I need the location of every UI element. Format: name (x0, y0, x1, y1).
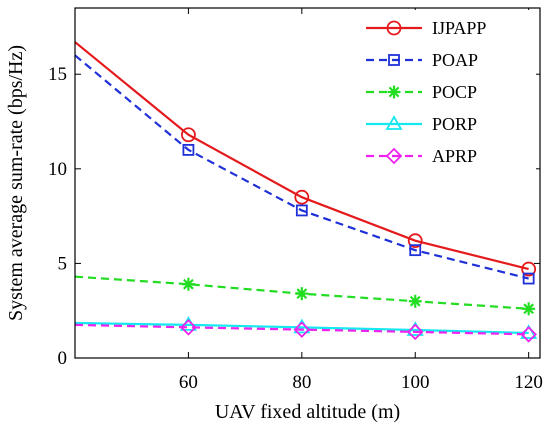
y-tick-label: 10 (48, 159, 67, 180)
data-point-aprp (520, 326, 537, 343)
data-point-ijpapp (181, 127, 196, 143)
legend-label-aprp: APRP (432, 146, 477, 166)
data-point-aprp (406, 323, 424, 341)
legend-marker-pocp (387, 85, 401, 99)
y-axis-label: System average sum-rate (bps/Hz) (5, 45, 27, 321)
x-axis: 60 80 100 120 (179, 8, 543, 393)
x-tick-label: 100 (401, 372, 430, 393)
data-point-poap (522, 272, 535, 285)
data-point-poap (409, 244, 422, 257)
y-tick-label: 0 (58, 348, 68, 369)
data-point-ijpapp (294, 189, 310, 205)
legend-marker-porp (385, 115, 403, 130)
data-point-pocp (408, 294, 422, 308)
axes-frame (74, 7, 541, 359)
data-point-pocp (181, 277, 195, 291)
data-point-ijpapp (407, 233, 423, 249)
series-line-poap (74, 54, 529, 280)
x-tick-label: 80 (292, 372, 311, 393)
y-axis: 0 5 10 15 (48, 64, 540, 369)
data-point-poap (295, 204, 308, 217)
data-point-aprp (180, 319, 197, 336)
data-point-ijpapp (521, 261, 537, 277)
series-line-aprp (74, 323, 529, 336)
data-point-poap (182, 143, 195, 156)
data-point-aprp (293, 321, 311, 338)
legend: IJPAPP POAP POCP PORP APRP (362, 10, 536, 174)
series-line-porp (74, 321, 529, 335)
y-tick-label: 15 (48, 64, 67, 85)
legend-label-pocp: POCP (432, 82, 477, 102)
legend-marker-poap (388, 54, 400, 66)
legend-marker-aprp (385, 147, 403, 165)
legend-label-poap: POAP (432, 50, 478, 70)
series-line-ijpapp (74, 41, 529, 271)
data-point-pocp (295, 287, 309, 301)
y-tick-label: 5 (58, 253, 68, 274)
legend-marker-ijpapp (386, 20, 402, 36)
x-axis-label: UAV fixed altitude (m) (215, 401, 400, 423)
plot-area (74, 41, 538, 343)
legend-label-porp: PORP (432, 114, 477, 134)
x-tick-label: 120 (514, 372, 543, 393)
data-point-pocp (522, 302, 536, 316)
legend-label-ijpapp: IJPAPP (432, 18, 486, 38)
x-tick-label: 60 (179, 372, 198, 393)
